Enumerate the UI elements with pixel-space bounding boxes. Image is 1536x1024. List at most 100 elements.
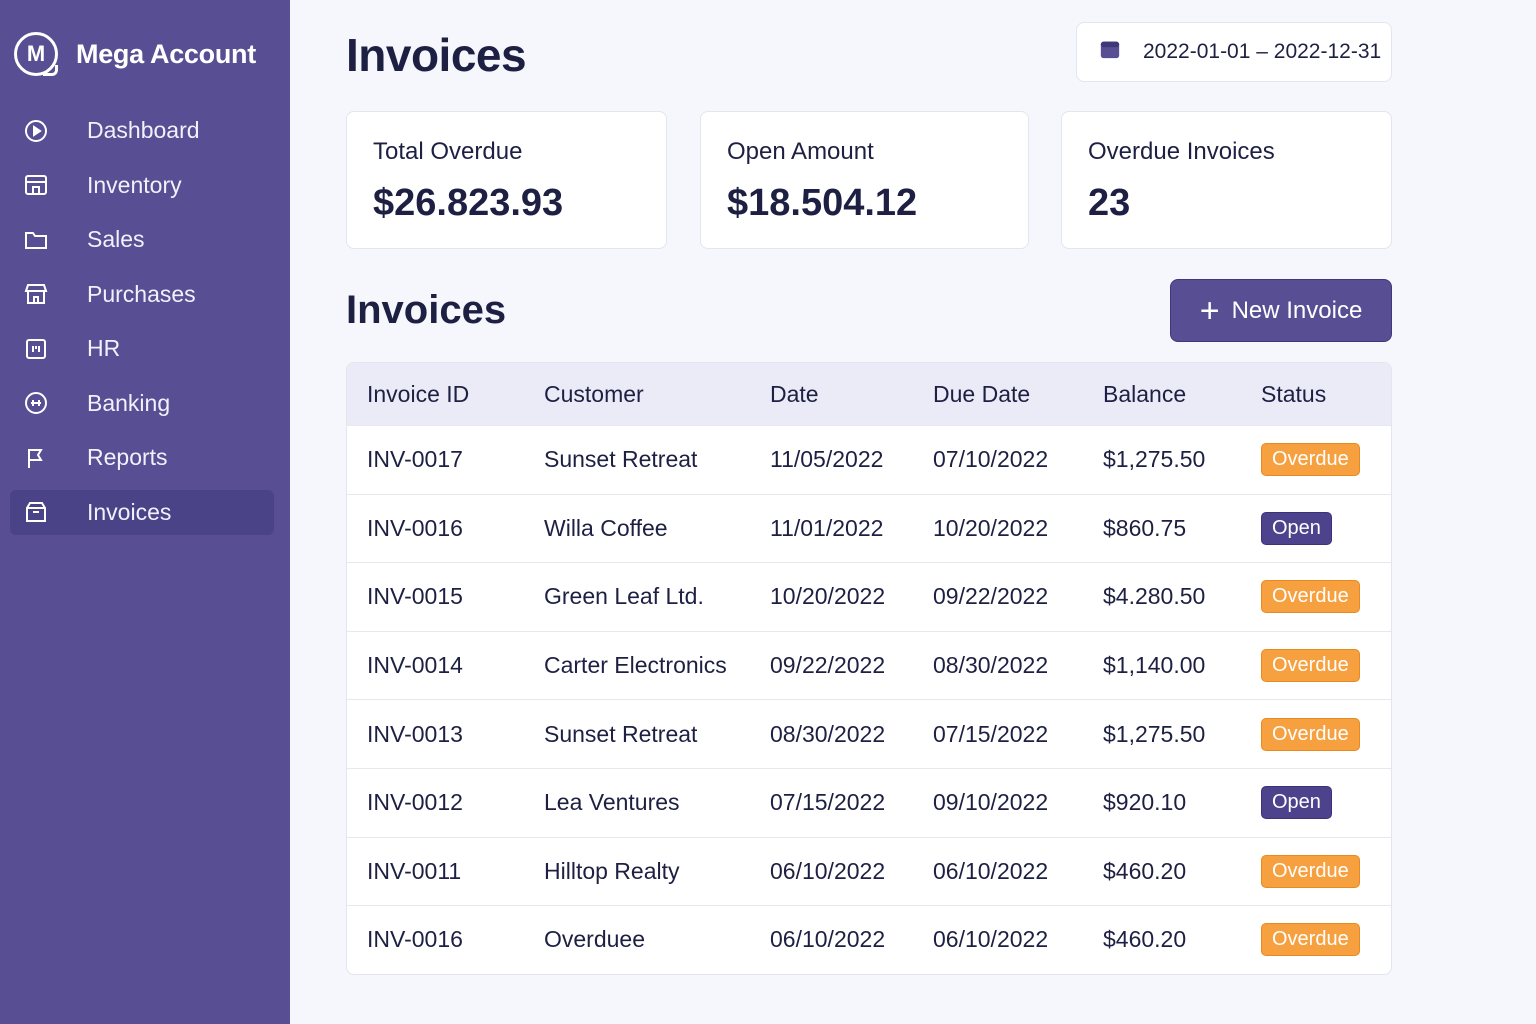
status-cell: Overdue <box>1261 580 1391 614</box>
sidebar-item-invoices[interactable]: Invoices <box>10 489 274 535</box>
sidebar: M Mega Account Dashboard Inventory Sales <box>0 0 290 1024</box>
balance-cell: $920.10 <box>1103 789 1187 816</box>
customer-cell: Green Leaf Ltd. <box>544 583 704 610</box>
status-cell: Overdue <box>1261 923 1391 957</box>
status-cell: Open <box>1261 786 1391 820</box>
status-badge: Overdue <box>1261 443 1360 477</box>
date-range-picker[interactable]: 2022-01-01 – 2022-12-31 <box>1076 22 1392 82</box>
brand-logo-icon: M <box>14 32 58 76</box>
sidebar-item-purchases[interactable]: Purchases <box>10 272 274 317</box>
table-row[interactable]: INV-0011 Hilltop Realty 06/10/2022 06/10/20… <box>347 836 1391 906</box>
card-label: Total Overdue <box>373 138 523 165</box>
due-date-cell: 10/20/2022 <box>933 514 1049 541</box>
shop-icon <box>24 282 48 306</box>
sidebar-item-label: Sales <box>87 226 145 252</box>
store-icon <box>24 173 48 197</box>
due-date-cell: 06/10/2022 <box>933 857 1049 884</box>
table-row[interactable]: INV-0012 Lea Ventures 07/15/2022 09/10/2022… <box>347 767 1391 837</box>
column-header-customer[interactable]: Customer <box>544 380 644 407</box>
plus-icon: + <box>1199 291 1220 330</box>
brand-name: Mega Account <box>76 38 256 69</box>
card-overdue-invoices: Overdue Invoices 23 <box>1061 111 1392 249</box>
page-title: Invoices <box>346 29 527 81</box>
status-badge: Overdue <box>1261 580 1360 614</box>
balance-cell: $460.20 <box>1103 857 1187 884</box>
invoice-id-cell: INV-0016 <box>367 514 463 541</box>
sidebar-item-label: Invoices <box>87 498 172 525</box>
status-cell: Open <box>1261 511 1391 545</box>
sidebar-item-inventory[interactable]: Inventory <box>10 163 274 208</box>
status-badge: Open <box>1261 511 1332 545</box>
customer-cell: Lea Ventures <box>544 789 680 816</box>
card-open-amount: Open Amount $18.504.12 <box>700 111 1029 249</box>
due-date-cell: 07/15/2022 <box>933 720 1049 747</box>
status-badge: Overdue <box>1261 717 1360 751</box>
card-value: $26.823.93 <box>373 182 564 224</box>
column-header-balance[interactable]: Balance <box>1103 380 1187 407</box>
table-body: INV-0017 Sunset Retreat 11/05/2022 07/10/20… <box>347 425 1391 974</box>
sidebar-item-label: Inventory <box>87 171 182 198</box>
status-badge: Overdue <box>1261 649 1360 683</box>
customer-cell: Sunset Retreat <box>544 446 698 473</box>
due-date-cell: 06/10/2022 <box>933 926 1049 953</box>
calendar-icon <box>1099 38 1121 66</box>
table-row[interactable]: INV-0016 Overduee 06/10/2022 06/10/2022 $460… <box>347 905 1391 974</box>
date-cell: 08/30/2022 <box>770 720 886 747</box>
table-row[interactable]: INV-0016 Willa Coffee 11/01/2022 10/20/2022… <box>347 493 1391 563</box>
sidebar-item-banking[interactable]: Banking <box>10 381 274 426</box>
id-card-icon <box>24 337 48 361</box>
date-cell: 07/15/2022 <box>770 789 886 816</box>
sidebar-item-reports[interactable]: Reports <box>10 435 274 480</box>
status-cell: Overdue <box>1261 854 1391 888</box>
new-invoice-button[interactable]: + New Invoice <box>1170 279 1392 342</box>
table-row[interactable]: INV-0014 Carter Electronics 09/22/2022 08/3… <box>347 630 1391 700</box>
column-header-date[interactable]: Date <box>770 380 819 407</box>
sidebar-item-sales[interactable]: Sales <box>10 217 274 262</box>
status-badge: Overdue <box>1261 923 1360 957</box>
balance-cell: $1,275.50 <box>1103 720 1206 747</box>
card-label: Open Amount <box>727 138 874 165</box>
card-value: 23 <box>1088 182 1131 224</box>
date-cell: 11/05/2022 <box>770 446 884 473</box>
balance-cell: $860.75 <box>1103 514 1187 541</box>
status-cell: Overdue <box>1261 649 1391 683</box>
balance-cell: $460.20 <box>1103 926 1187 953</box>
customer-cell: Willa Coffee <box>544 514 668 541</box>
balance-cell: $1,275.50 <box>1103 446 1206 473</box>
card-label: Overdue Invoices <box>1088 138 1275 165</box>
customer-cell: Sunset Retreat <box>544 720 698 747</box>
brand[interactable]: M Mega Account <box>14 32 256 76</box>
date-cell: 10/20/2022 <box>770 583 886 610</box>
sidebar-item-hr[interactable]: HR <box>10 326 274 371</box>
box-icon <box>24 500 48 524</box>
table-header: Invoice ID Customer Date Due Date Balanc… <box>347 363 1391 425</box>
due-date-cell: 08/30/2022 <box>933 652 1049 679</box>
customer-cell: Overduee <box>544 926 646 953</box>
sidebar-item-label: Reports <box>87 444 168 470</box>
sidebar-item-label: Purchases <box>87 280 196 307</box>
invoice-id-cell: INV-0011 <box>367 857 462 884</box>
column-header-invoice-id[interactable]: Invoice ID <box>367 380 470 407</box>
bank-icon <box>24 391 48 415</box>
table-row[interactable]: INV-0017 Sunset Retreat 11/05/2022 07/10/20… <box>347 425 1391 494</box>
date-cell: 11/01/2022 <box>770 514 884 541</box>
date-cell: 09/22/2022 <box>770 652 886 679</box>
card-total-overdue: Total Overdue $26.823.93 <box>346 111 667 249</box>
invoice-id-cell: INV-0013 <box>367 720 463 747</box>
status-badge: Overdue <box>1261 854 1360 888</box>
table-row[interactable]: INV-0015 Green Leaf Ltd. 10/20/2022 09/22/2… <box>347 562 1391 631</box>
date-range-value: 2022-01-01 – 2022-12-31 <box>1143 40 1382 63</box>
due-date-cell: 09/10/2022 <box>933 789 1049 816</box>
column-header-status[interactable]: Status <box>1261 380 1327 407</box>
invoice-id-cell: INV-0012 <box>367 789 463 816</box>
flag-icon <box>24 446 48 470</box>
folder-icon <box>24 228 48 252</box>
sidebar-item-dashboard[interactable]: Dashboard <box>10 108 274 153</box>
due-date-cell: 07/10/2022 <box>933 446 1049 473</box>
invoice-id-cell: INV-0014 <box>367 652 463 679</box>
section-title: Invoices <box>346 288 507 332</box>
invoices-table: Invoice ID Customer Date Due Date Balanc… <box>346 362 1392 975</box>
table-row[interactable]: INV-0013 Sunset Retreat 08/30/2022 07/15/20… <box>347 699 1391 768</box>
sidebar-item-label: HR <box>87 335 121 361</box>
column-header-due-date[interactable]: Due Date <box>933 380 1031 407</box>
